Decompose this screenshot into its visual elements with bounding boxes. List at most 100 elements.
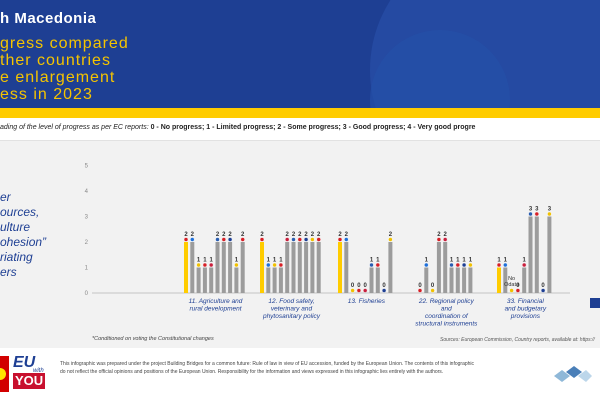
bar-value-label: 1	[523, 258, 527, 264]
bar-value-label: 0	[418, 283, 422, 289]
bar-value-label: 2	[292, 232, 296, 238]
category-label: 12. Food safety, veterinary and phytosanit…	[262, 298, 321, 320]
header-banner: h Macedonia gress compared ther countrie…	[0, 0, 600, 108]
bar-country	[424, 267, 429, 293]
country-flag-marker	[417, 288, 423, 293]
bar-value-label: 2	[317, 232, 321, 238]
country-flag-marker	[534, 211, 539, 217]
legend-strip	[0, 108, 600, 118]
bar-value-label: 0	[516, 283, 520, 289]
bar-country	[344, 242, 349, 293]
y-tick-label: 0	[85, 291, 89, 297]
bar-value-label: 1	[370, 258, 374, 264]
bar-value-label-part: No	[508, 276, 515, 282]
bar-value-label: 2	[437, 232, 441, 238]
y-tick-label: 5	[85, 164, 89, 170]
title-line-country: h Macedonia	[0, 10, 97, 27]
y-tick-label: 4	[85, 189, 89, 195]
category-label-line: and	[441, 306, 452, 313]
bar-value-label: 0	[357, 283, 361, 289]
bar-value-label: 2	[338, 232, 342, 238]
country-flag-marker	[221, 237, 227, 242]
bar-country	[190, 242, 195, 293]
title-line: ess in 2023	[0, 86, 93, 103]
country-flag-marker	[468, 262, 473, 268]
bar-value-label: 2	[304, 232, 308, 238]
bar-value-label: 1	[504, 258, 508, 264]
bar-country	[369, 267, 374, 293]
bar-country	[455, 267, 460, 293]
country-flag-marker	[266, 262, 271, 268]
category-label-line: phytosanitary policy	[262, 313, 321, 320]
legend-bar: ading of the level of progress as per EC…	[0, 118, 600, 141]
y-tick-label: 3	[85, 215, 89, 221]
country-flag-marker	[337, 237, 343, 242]
bar-country	[547, 216, 552, 293]
logo-eu-text: EU	[13, 354, 36, 371]
country-flag-marker	[278, 262, 284, 268]
bar-country	[443, 242, 448, 293]
bar-country	[534, 216, 539, 293]
disclaimer-text: This infographic was prepared under the …	[60, 361, 475, 375]
country-flag-marker	[424, 262, 429, 268]
country-flag-marker	[272, 262, 277, 268]
bar-value-label: 1	[267, 258, 271, 264]
country-flag-marker	[363, 288, 368, 293]
sidebar-line: ulture	[0, 220, 31, 234]
country-flag-marker	[227, 237, 233, 242]
bar-country	[215, 242, 220, 293]
country-flag-marker	[443, 237, 448, 242]
bar-value-label: 0	[364, 283, 368, 289]
legend-level-0: 0 - No progress;	[150, 124, 205, 131]
country-flag-marker	[208, 262, 214, 268]
bar-macedonia	[184, 242, 188, 293]
bar-value-label: 2	[241, 232, 245, 238]
country-flag-marker	[381, 288, 387, 293]
bar-value-label: 3	[548, 207, 552, 213]
bar-value-label: 2	[298, 232, 302, 238]
bar-country	[209, 267, 214, 293]
category-label-line: provisions	[510, 313, 541, 320]
category-label: 11. Agriculture and rural development	[189, 298, 243, 313]
category-label-line: 22. Regional policy	[418, 298, 475, 305]
sidebar-line: ources,	[0, 205, 40, 219]
bar-value-label: 2	[444, 232, 448, 238]
bar-value-label: 2	[345, 232, 349, 238]
bar-country	[291, 242, 296, 293]
country-flag-marker	[356, 288, 362, 293]
legend-level-1: 1 - Limited progress;	[206, 124, 276, 131]
sidebar-line: ohesion”	[0, 235, 47, 249]
category-label-line: coordination of	[425, 313, 469, 320]
bar-value-label: 2	[216, 232, 220, 238]
country-flag-marker	[369, 262, 374, 268]
bar-country	[196, 267, 201, 293]
bar-value-label: 1	[456, 258, 460, 264]
logo-with-text: with	[33, 368, 44, 374]
sources-note: Sources: European Commission, Country re…	[440, 337, 595, 343]
bar-country	[503, 267, 508, 293]
bar-country	[228, 242, 233, 293]
y-tick-label: 2	[85, 240, 89, 246]
country-flag-marker	[291, 237, 296, 242]
country-flag-marker	[297, 237, 302, 242]
country-flag-marker	[515, 288, 521, 293]
country-flag-marker	[455, 262, 460, 268]
bar-value-label: 2	[311, 232, 315, 238]
country-flag-marker	[461, 262, 467, 268]
bar-value-label: 0	[382, 283, 386, 289]
category-label: 13. Fisheries	[348, 298, 386, 305]
category-label: 33. Financial and budgetary provisions	[505, 298, 547, 320]
sidebar-line: er	[0, 190, 11, 204]
y-tick-label: 1	[85, 266, 89, 272]
bar-country	[202, 267, 207, 293]
footer	[0, 350, 600, 400]
sidebar-line: riating	[0, 250, 33, 264]
country-flag-marker	[344, 237, 349, 242]
sidebar-line: ers	[0, 265, 17, 279]
country-flag-marker	[285, 237, 290, 242]
country-flag-marker	[215, 237, 220, 242]
country-flag-marker	[540, 288, 546, 293]
country-flag-marker	[183, 237, 189, 242]
country-flag-marker	[259, 237, 265, 242]
country-flag-marker	[503, 262, 508, 268]
